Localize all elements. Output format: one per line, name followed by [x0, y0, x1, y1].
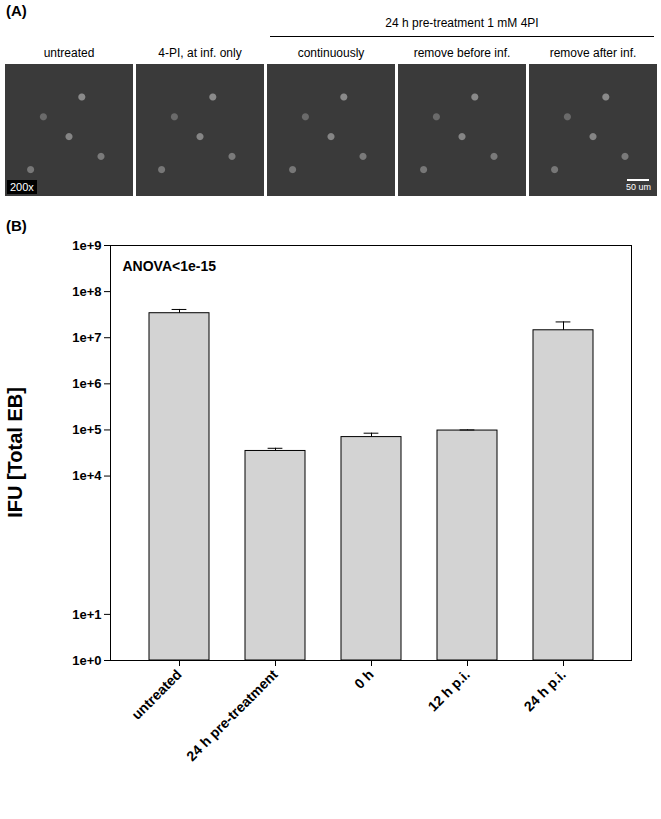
html-text:remove before inf.: remove before inf. [413, 46, 511, 60]
svg-text:IFU [Total EB]: IFU [Total EB] [4, 387, 26, 518]
svg-text:1e+6: 1e+6 [72, 376, 101, 391]
html-text:200x: 200x [10, 181, 34, 193]
html-text:continuously: continuously [297, 46, 365, 60]
svg-text:1e+5: 1e+5 [72, 422, 101, 437]
html-text:4-PI, at inf. only: 4-PI, at inf. only [158, 46, 242, 60]
svg-text:1e+0: 1e+0 [72, 653, 101, 668]
svg-text:24 h pre-treatment: 24 h pre-treatment [183, 666, 281, 764]
svg-text:1e+8: 1e+8 [72, 284, 101, 299]
html-text:(A): (A) [6, 2, 27, 19]
svg-text:1e+9: 1e+9 [72, 238, 101, 253]
html-text:50 um: 50 um [626, 182, 651, 192]
svg-text:1e+4: 1e+4 [72, 468, 102, 483]
svg-text:1e+1: 1e+1 [72, 607, 101, 622]
svg-text:12 h p.i.: 12 h p.i. [425, 666, 473, 714]
svg-text:untreated: untreated [128, 666, 184, 722]
html-text:(B): (B) [6, 217, 27, 234]
html-text:remove after inf.: remove after inf. [549, 46, 637, 60]
html-text:untreated: untreated [43, 46, 95, 60]
svg-text:1e+7: 1e+7 [72, 330, 101, 345]
svg-text:24 h p.i.: 24 h p.i. [521, 666, 569, 714]
html-text:24 h pre-treatment 1 mM 4PI: 24 h pre-treatment 1 mM 4PI [385, 16, 539, 30]
svg-text:ANOVA<1e-15: ANOVA<1e-15 [123, 258, 217, 274]
svg-text:0 h: 0 h [351, 666, 377, 692]
